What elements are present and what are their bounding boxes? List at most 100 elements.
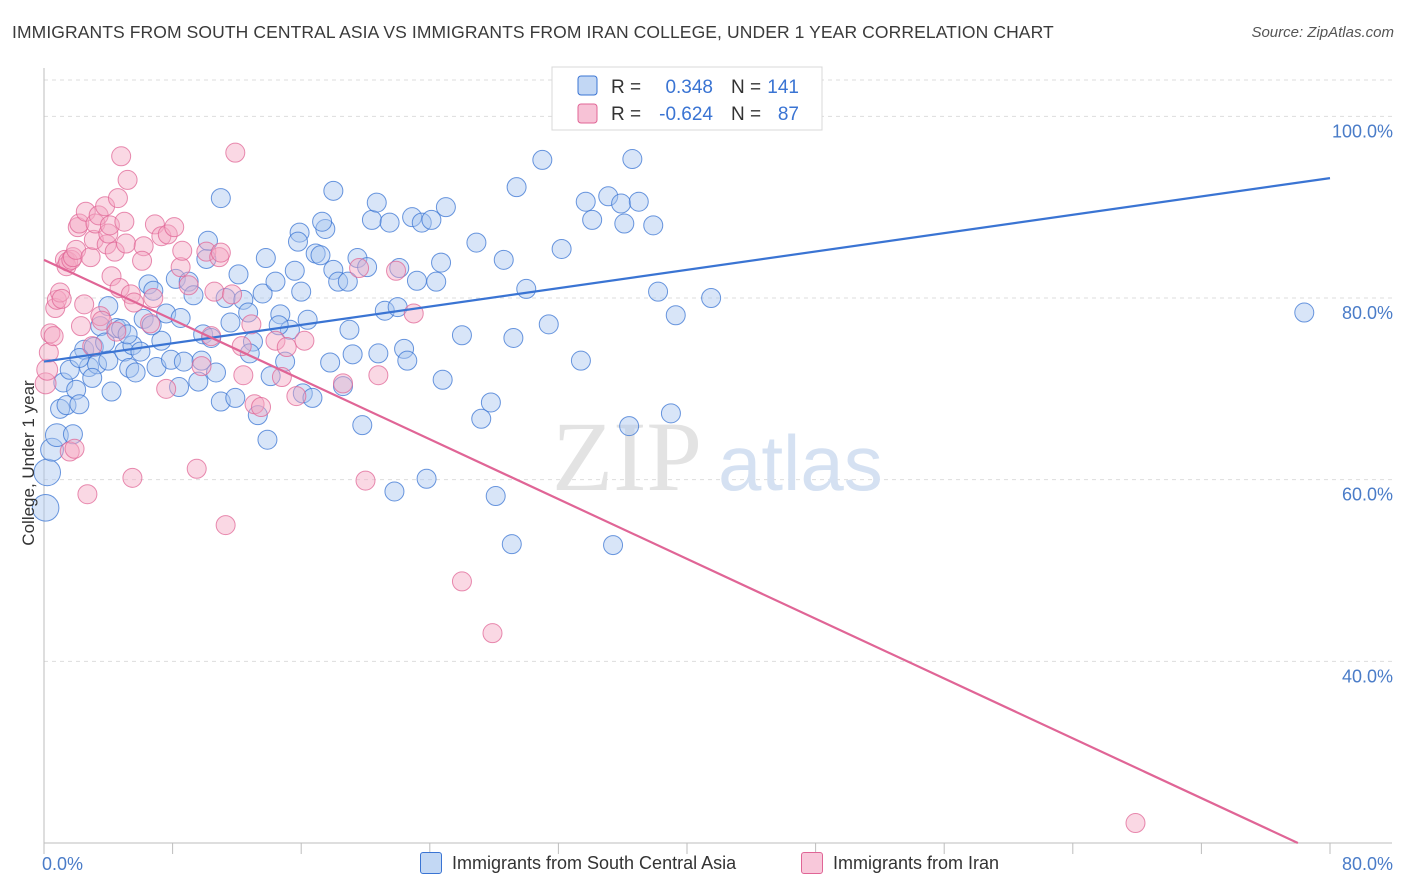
data-point-south-central-asia <box>352 415 373 436</box>
watermark: ZIP atlas <box>552 401 883 512</box>
stats-n-value-2: 87 <box>778 104 799 125</box>
data-point-iran <box>204 281 225 302</box>
data-point-south-central-asia <box>69 394 90 415</box>
data-point-south-central-asia <box>210 188 231 209</box>
data-point-iran <box>114 211 135 232</box>
data-point-south-central-asia <box>247 405 268 426</box>
data-point-south-central-asia <box>598 186 619 207</box>
stats-r-label-2: R = <box>611 104 641 125</box>
data-point-south-central-asia <box>643 215 664 236</box>
data-point-south-central-asia <box>268 315 289 336</box>
data-point-south-central-asia <box>432 369 453 390</box>
data-point-iran <box>70 316 91 337</box>
data-point-south-central-asia <box>411 212 432 233</box>
data-point-south-central-asia <box>660 403 681 424</box>
y-tick-label: 40.0% <box>1342 666 1393 686</box>
stats-r-label-1: R = <box>611 77 641 98</box>
data-point-iran <box>186 458 207 479</box>
data-point-iran <box>191 356 212 377</box>
data-point-iran <box>69 213 90 234</box>
stats-swatch-pink <box>577 103 598 124</box>
stats-n-value-1: 141 <box>767 77 799 98</box>
data-point-south-central-asia <box>342 344 363 365</box>
data-point-iran <box>164 217 185 238</box>
stats-box: R = 0.348 N = 141 R = -0.624 N = 87 <box>551 66 823 131</box>
data-point-iran <box>222 284 243 305</box>
data-point-iran <box>115 233 136 254</box>
data-point-south-central-asia <box>238 302 259 323</box>
data-point-south-central-asia <box>225 387 246 408</box>
data-point-south-central-asia <box>252 283 273 304</box>
data-point-south-central-asia <box>270 304 291 325</box>
data-point-south-central-asia <box>471 408 492 429</box>
data-point-south-central-asia <box>501 534 522 555</box>
y-tick-label: 60.0% <box>1342 485 1393 505</box>
data-point-south-central-asia <box>628 191 649 212</box>
data-point-south-central-asia <box>101 381 122 402</box>
data-point-south-central-asia <box>614 213 635 234</box>
data-point-south-central-asia <box>575 191 596 212</box>
data-point-south-central-asia <box>320 352 341 373</box>
y-axis-label: College, Under 1 year <box>19 380 38 546</box>
data-point-iran <box>101 266 122 287</box>
data-point-iran <box>98 223 119 244</box>
data-point-south-central-asia <box>503 327 524 348</box>
data-point-south-central-asia <box>291 281 312 302</box>
data-point-south-central-asia <box>366 192 387 213</box>
data-point-south-central-asia <box>582 209 603 230</box>
data-point-south-central-asia <box>143 280 164 301</box>
data-point-iran <box>77 484 98 505</box>
data-point-south-central-asia <box>146 357 167 378</box>
data-point-south-central-asia <box>493 249 514 270</box>
chart-title: IMMIGRANTS FROM SOUTH CENTRAL ASIA VS IM… <box>12 22 1054 42</box>
stats-n-label-1: N = <box>731 77 761 98</box>
data-point-iran <box>117 169 138 190</box>
data-point-iran <box>143 288 164 308</box>
data-point-iran <box>91 310 112 331</box>
data-point-south-central-asia <box>485 486 506 507</box>
data-point-iran <box>64 438 85 459</box>
series-iran-points <box>34 142 1146 834</box>
data-point-iran <box>265 330 286 351</box>
data-point-south-central-asia <box>480 392 501 413</box>
data-point-south-central-asia <box>323 180 344 201</box>
x-tick-label: 80.0% <box>1342 854 1393 874</box>
data-point-south-central-asia <box>368 343 389 364</box>
data-point-iran <box>95 196 116 217</box>
data-point-iran <box>140 313 161 334</box>
data-point-south-central-asia <box>648 281 669 302</box>
data-point-south-central-asia <box>1294 302 1315 323</box>
data-point-south-central-asia <box>421 209 442 230</box>
y-tick-label: 80.0% <box>1342 303 1393 323</box>
data-point-iran <box>156 378 177 399</box>
data-point-south-central-asia <box>619 416 640 437</box>
data-point-iran <box>233 365 254 386</box>
data-point-iran <box>386 260 407 281</box>
data-point-south-central-asia <box>665 305 686 326</box>
data-point-south-central-asia <box>284 260 305 281</box>
legend-label-iran: Immigrants from Iran <box>833 852 1000 873</box>
data-point-iran <box>111 146 132 167</box>
data-point-south-central-asia <box>506 177 527 198</box>
data-point-iran <box>349 258 370 279</box>
data-point-south-central-asia <box>260 366 281 387</box>
legend-item-south-central-asia[interactable]: Immigrants from South Central Asia <box>420 852 736 874</box>
data-point-iran <box>80 247 101 268</box>
legend-item-iran[interactable]: Immigrants from Iran <box>801 852 999 874</box>
data-point-south-central-asia <box>31 494 60 522</box>
data-point-south-central-asia <box>165 268 186 289</box>
data-point-south-central-asia <box>265 271 286 292</box>
data-point-south-central-asia <box>130 341 151 362</box>
data-point-south-central-asia <box>312 211 333 232</box>
data-point-iran <box>251 397 272 417</box>
data-point-iran <box>368 365 389 386</box>
data-point-iran <box>172 240 193 261</box>
data-point-south-central-asia <box>62 424 83 445</box>
data-point-south-central-asia <box>188 371 209 392</box>
data-point-south-central-asia <box>53 372 74 393</box>
data-point-south-central-asia <box>416 468 437 489</box>
data-point-south-central-asia <box>397 350 418 371</box>
data-point-south-central-asia <box>44 423 69 448</box>
axes <box>43 68 1392 854</box>
